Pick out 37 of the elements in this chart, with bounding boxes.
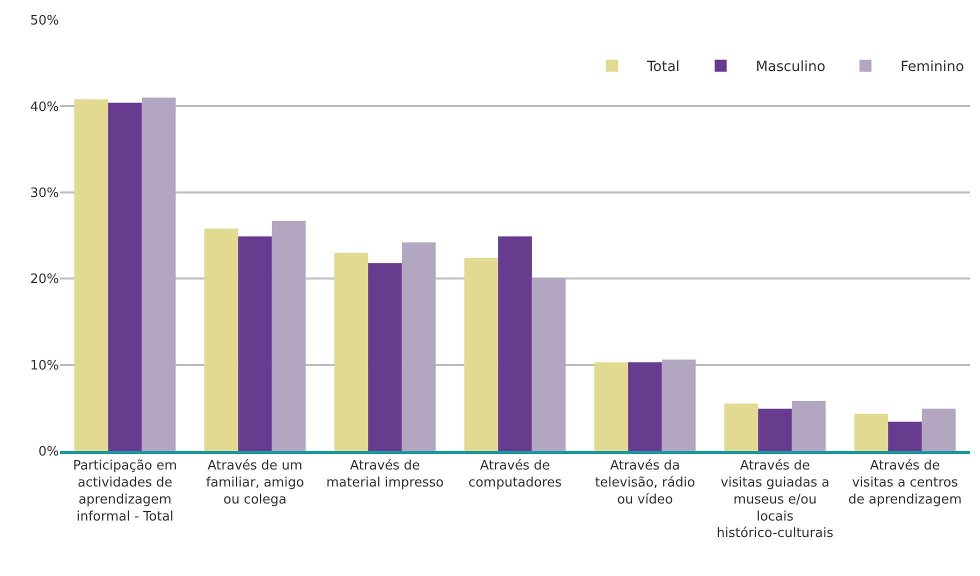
bar: [628, 362, 662, 451]
bar: [464, 258, 498, 451]
bar: [922, 408, 956, 451]
legend-label: Feminino: [900, 59, 964, 76]
bar: [368, 263, 402, 451]
x-tick-label: Através de material impresso: [326, 458, 444, 490]
x-tick-label: Através de visitas guiadas a museus e/ou locais histórico-culturais: [716, 458, 834, 542]
bar: [662, 360, 696, 451]
x-tick-label: Através da televisão, rádio ou vídeo: [594, 458, 696, 508]
y-tick-label: 0%: [38, 444, 59, 460]
bar: [594, 362, 628, 451]
x-tick-label: Através de computadores: [468, 458, 562, 490]
bar: [142, 98, 176, 451]
x-tick-label: Através de um familiar, amigo ou colega: [206, 458, 304, 508]
legend-label: Total: [646, 59, 680, 76]
x-tick-label: Através de visitas a centros de aprendizagem: [848, 458, 962, 508]
y-tick-label: 20%: [30, 272, 59, 288]
bar: [854, 414, 888, 451]
y-tick-label: 30%: [30, 186, 59, 201]
bar: [724, 404, 758, 451]
bar: [108, 102, 142, 451]
bar: [498, 236, 532, 451]
bar: [792, 401, 826, 451]
bar: [532, 278, 566, 451]
bar: [74, 99, 108, 451]
legend-label: Masculino: [756, 59, 826, 76]
bar: [402, 242, 436, 451]
x-tick-label: Participação em actividades de aprendizagem informal - Total: [72, 458, 178, 524]
bar: [238, 236, 272, 451]
bar: [204, 228, 238, 451]
y-tick-label: 50%: [30, 14, 59, 29]
bar: [888, 422, 922, 451]
bar: [334, 252, 368, 451]
bar: [272, 220, 306, 451]
bar: [758, 408, 792, 451]
y-tick-label: 40%: [30, 100, 59, 115]
y-tick-label: 10%: [30, 358, 59, 374]
